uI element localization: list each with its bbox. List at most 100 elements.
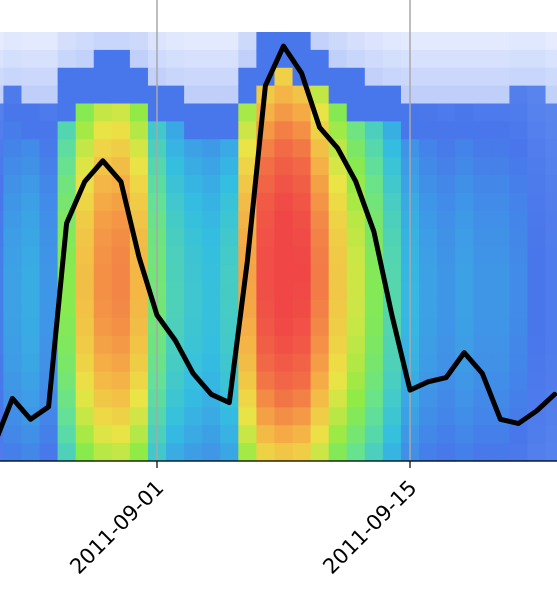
heatmap-cell <box>545 192 557 212</box>
heatmap-cell <box>509 425 529 444</box>
heatmap-cell <box>509 121 529 140</box>
heatmap-cell <box>382 353 402 373</box>
heatmap-cell <box>455 282 474 301</box>
heatmap-cell <box>419 246 438 265</box>
heatmap-cell <box>382 192 402 212</box>
heatmap-cell <box>473 300 492 319</box>
heatmap-cell <box>202 32 221 51</box>
heatmap-cell <box>238 371 257 391</box>
heatmap-cell <box>491 425 510 444</box>
heatmap-cell <box>184 49 203 69</box>
heatmap-cell <box>57 139 77 158</box>
heatmap-cell <box>455 407 474 426</box>
heatmap-cell <box>328 282 348 301</box>
heatmap-cell <box>39 139 59 158</box>
heatmap-cell <box>184 228 203 248</box>
heatmap-cell <box>3 443 23 462</box>
heatmap-cell <box>310 407 330 426</box>
heatmap-cell <box>473 85 492 105</box>
heatmap-cell <box>382 121 402 140</box>
heatmap-cell <box>111 210 131 230</box>
heatmap-cell <box>364 318 384 337</box>
heatmap-cell <box>292 443 312 462</box>
heatmap-cell <box>57 32 77 51</box>
heatmap-cell <box>437 85 456 105</box>
heatmap-cell <box>292 139 312 158</box>
heatmap-cell <box>238 121 257 140</box>
heatmap-cell <box>292 228 312 248</box>
heatmap-cell <box>256 175 276 194</box>
heatmap-cell <box>382 443 402 462</box>
heatmap-cell <box>3 49 23 69</box>
heatmap-cell <box>202 335 221 355</box>
heatmap-cell <box>3 282 23 301</box>
heatmap-cell <box>202 103 221 122</box>
heatmap-cell <box>111 67 131 87</box>
heatmap-cell <box>21 443 41 462</box>
heatmap-cell <box>39 300 59 319</box>
heatmap-cell <box>93 139 113 158</box>
heatmap-cell <box>21 192 41 212</box>
heatmap-cell <box>238 407 257 426</box>
heatmap-cell <box>274 353 294 373</box>
heatmap-cell <box>220 443 239 462</box>
heatmap-cell <box>129 371 149 391</box>
heatmap-cell <box>238 389 257 408</box>
heatmap-cell <box>527 443 547 462</box>
heatmap-cell <box>509 318 529 337</box>
heatmap-cell <box>256 389 276 408</box>
heatmap-cell <box>328 192 348 212</box>
heatmap-cell <box>57 157 77 176</box>
heatmap-cell <box>310 85 330 105</box>
heatmap-cell <box>545 49 557 69</box>
heatmap-cell <box>292 264 312 283</box>
heatmap-cell <box>39 228 59 248</box>
heatmap-cell <box>364 49 384 69</box>
heatmap-cell <box>75 228 95 248</box>
heatmap-cell <box>21 157 41 176</box>
heatmap-cell <box>166 67 185 87</box>
heatmap-cell <box>491 228 510 248</box>
heatmap-cell <box>0 425 4 444</box>
heatmap-cell <box>419 300 438 319</box>
heatmap-cell <box>75 32 95 51</box>
heatmap-cell <box>292 371 312 391</box>
heatmap-cell <box>419 443 438 462</box>
heatmap-cell <box>473 282 492 301</box>
heatmap-cell <box>238 67 257 87</box>
heatmap-cell <box>21 175 41 194</box>
heatmap-cell <box>292 318 312 337</box>
heatmap-cell <box>328 371 348 391</box>
heatmap-cell <box>328 300 348 319</box>
heatmap-cell <box>166 157 185 176</box>
heatmap-cell <box>3 353 23 373</box>
heatmap-cell <box>364 85 384 105</box>
heatmap-cell <box>75 300 95 319</box>
heatmap-cell <box>274 335 294 355</box>
heatmap-cell <box>111 85 131 105</box>
heatmap-cell <box>21 210 41 230</box>
heatmap-cell <box>220 264 239 283</box>
series-line <box>0 43 557 437</box>
heatmap-cell <box>111 335 131 355</box>
heatmap-cell <box>274 228 294 248</box>
heatmap-cell <box>202 210 221 230</box>
heatmap-cell <box>202 85 221 105</box>
heatmap-cell <box>0 103 4 122</box>
heatmap-cell <box>3 318 23 337</box>
heatmap-cell <box>328 425 348 444</box>
heatmap-cell <box>473 210 492 230</box>
heatmap-cell <box>292 282 312 301</box>
heatmap-cell <box>382 175 402 194</box>
heatmap-cell <box>75 335 95 355</box>
heatmap-cell <box>166 353 185 373</box>
heatmap-cell <box>39 32 59 51</box>
heatmap-cell <box>0 353 4 373</box>
heatmap-cell <box>437 121 456 140</box>
heatmap-cell <box>527 121 547 140</box>
heatmap-cell <box>346 67 366 87</box>
heatmap-cell <box>274 67 294 87</box>
heatmap-cell <box>527 67 547 87</box>
heatmap-cell <box>545 121 557 140</box>
heatmap-cell <box>184 318 203 337</box>
